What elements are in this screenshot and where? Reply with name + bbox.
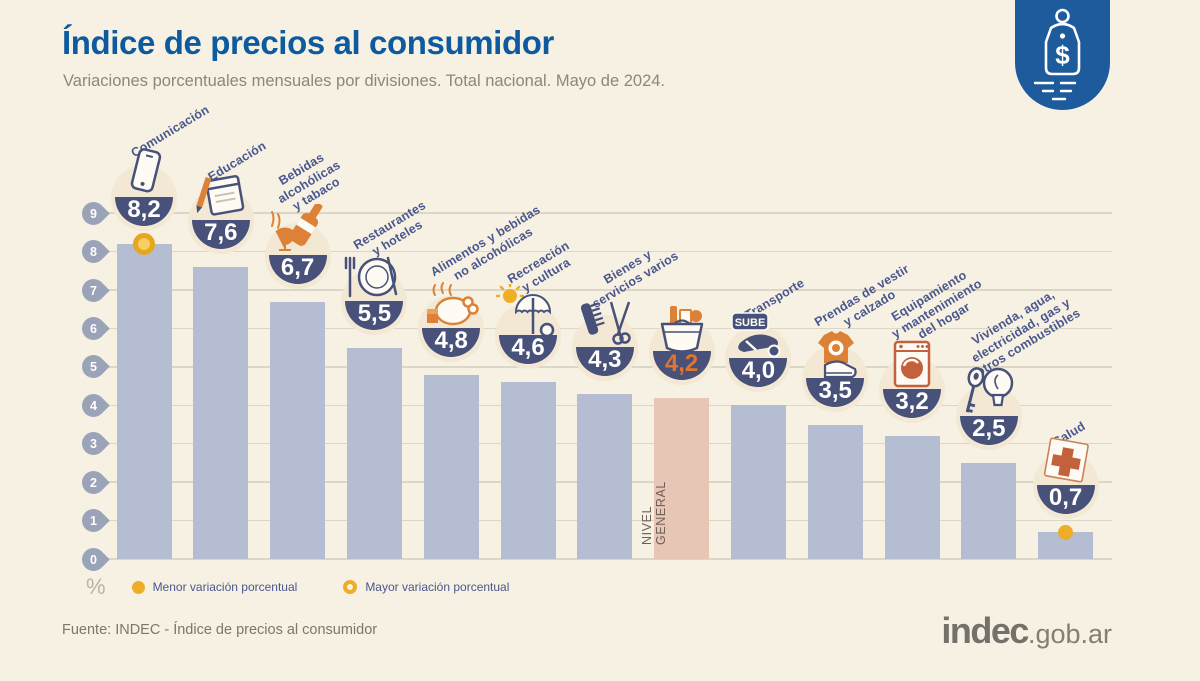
value-badge-bebidas-alcoholicas-y-tabaco: 6,7 [268, 254, 327, 284]
y-axis-tick-6: 6 [76, 312, 110, 345]
gridline-7 [100, 289, 1112, 291]
filled-dot-icon [131, 580, 145, 594]
indec-brand-badge: $ [1015, 0, 1110, 110]
y-axis-tick-8: 8 [76, 235, 110, 268]
phone-icon [112, 146, 176, 202]
y-axis-tick-2: 2 [76, 465, 110, 499]
bar-inline-label-nivel-general: NIVEL GENERAL [639, 481, 668, 545]
roast-chicken-icon [419, 277, 483, 333]
y-axis-tick-7: 7 [76, 273, 110, 307]
medical-cross-icon [1034, 434, 1098, 490]
y-tick-value: 7 [89, 283, 97, 298]
tshirt-shoe-icon [803, 327, 867, 383]
y-axis-tick-9: 9 [76, 196, 110, 230]
legend-item-mayor: Mayor variación porcentual [343, 580, 509, 594]
bar-vivienda-agua-electricidad-gas-y-otros-combustibles [961, 462, 1017, 559]
mayor-variacion-marker [133, 232, 155, 255]
gridline-9 [100, 212, 1112, 214]
sun-umbrella-icon [494, 283, 560, 340]
bar-bebidas-alcoholicas-y-tabaco [270, 301, 326, 559]
page-title: Índice de precios al consumidor [62, 24, 554, 61]
comb-scissors-icon [573, 296, 637, 352]
bar-nivel-general [654, 397, 710, 559]
y-tick-value: 2 [89, 475, 97, 490]
y-axis-tick-0: 0 [76, 542, 110, 576]
shopping-basket-icon [650, 300, 714, 356]
bar-recreacion-y-cultura [500, 382, 556, 559]
y-tick-value: 6 [89, 321, 97, 336]
menor-variacion-marker [1058, 524, 1074, 540]
ring-dot-icon [343, 580, 358, 594]
y-tick-value: 8 [89, 244, 97, 259]
y-tick-value: 4 [89, 398, 97, 413]
indec-logo: indec .gob.ar [941, 610, 1112, 652]
y-axis-tick-3: 3 [76, 427, 110, 460]
gridline-8 [100, 250, 1112, 253]
logo-suffix: .gob.ar [1027, 619, 1112, 649]
y-tick-value: 0 [89, 552, 97, 566]
bar-restaurantes-y-hoteles [346, 347, 402, 559]
y-axis-tick-1: 1 [76, 504, 110, 537]
logo-main: indec [941, 610, 1029, 651]
y-tick-value: 1 [89, 513, 97, 528]
bar-bienes-y-servicios-varios [577, 393, 633, 559]
bar-comunicacion [116, 243, 172, 559]
y-axis-tick-5: 5 [76, 350, 110, 384]
y-tick-value: 5 [89, 359, 97, 374]
legend-item-menor: Menor variación porcentual [131, 580, 298, 594]
sube-card-icon: SUBE [726, 307, 790, 363]
y-axis-tick-4: 4 [76, 389, 110, 422]
washing-machine-icon [880, 338, 944, 394]
bar-transporte [730, 405, 786, 559]
percent-axis-unit: % [86, 574, 106, 599]
notebook-pencil-icon [189, 169, 253, 225]
wine-bottle-icon [266, 202, 330, 260]
bar-equipamiento-y-mantenimiento-del-hogar [884, 436, 940, 559]
bar-prendas-de-vestir-y-calzado [807, 424, 863, 559]
gridline-0 [100, 558, 1112, 560]
page-subtitle: Variaciones porcentuales mensuales por d… [63, 72, 666, 90]
y-tick-value: 3 [89, 436, 97, 451]
y-tick-value: 9 [89, 206, 97, 221]
legend: % Menor variación porcentual Mayor varia… [86, 574, 555, 600]
legend-label-menor: Menor variación porcentual [152, 580, 298, 594]
bar-educacion [193, 267, 249, 559]
key-bulb-icon [957, 365, 1021, 421]
plate-cutlery-icon [342, 250, 406, 306]
legend-label-mayor: Mayor variación porcentual [365, 580, 510, 594]
source-note: Fuente: INDEC - Índice de precios al con… [62, 622, 378, 638]
svg-text:SUBE: SUBE [735, 317, 766, 329]
bar-alimentos-y-bebidas-no-alcoholicas [423, 374, 479, 559]
price-tag-icon: $ [1015, 8, 1110, 114]
svg-text:$: $ [1055, 40, 1070, 70]
